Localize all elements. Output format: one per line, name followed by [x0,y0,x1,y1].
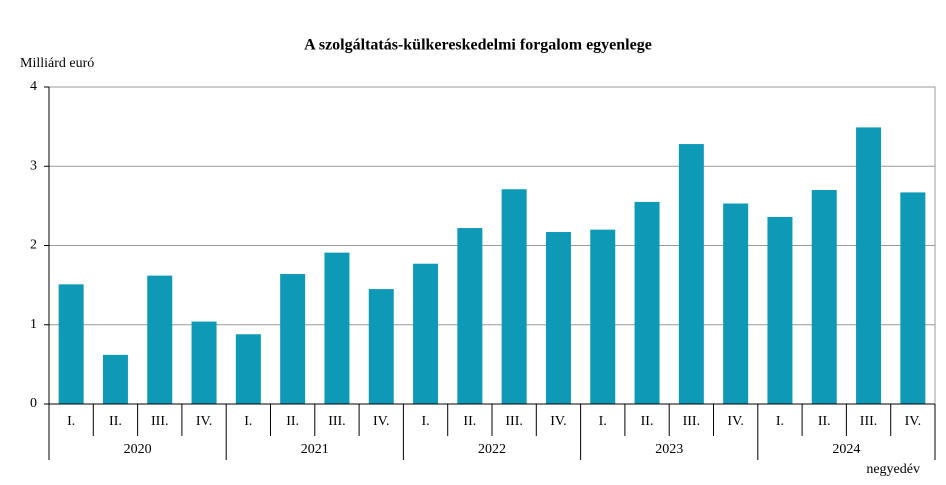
bar [413,263,439,404]
bar [900,192,926,404]
x-tick-label: I. [421,414,429,429]
bar [811,190,837,404]
group-label: 2024 [832,442,860,457]
bar [58,284,84,404]
x-tick-label: III. [328,414,346,429]
x-tick-label: IV. [196,414,212,429]
x-tick-label: II. [463,414,476,429]
bar [590,229,616,404]
bar [856,127,882,404]
bar [280,274,306,404]
x-tick-label: II. [109,414,122,429]
bar [723,203,749,404]
x-tick-label: III. [505,414,523,429]
x-tick-label: III. [683,414,701,429]
bar [191,321,217,404]
x-tick-label: I. [67,414,75,429]
bar [147,275,173,404]
y-tick-label: 1 [30,317,37,332]
x-axis-label: negyedév [866,462,920,477]
y-axis-label: Milliárd euró [20,56,94,71]
x-tick-label: IV. [727,414,743,429]
x-tick-label: III. [860,414,878,429]
x-tick-label: IV. [905,414,921,429]
chart-title: A szolgáltatás-külkereskedelmi forgalom … [304,37,652,54]
x-tick-label: I. [599,414,607,429]
x-tick-label: IV. [373,414,389,429]
x-tick-label: I. [244,414,252,429]
bar [457,228,483,404]
group-label: 2022 [478,442,506,457]
x-tick-label: II. [641,414,654,429]
y-tick-label: 0 [30,396,37,411]
x-tick-label: IV. [550,414,566,429]
group-label: 2023 [655,442,683,457]
bar [102,354,128,404]
bar [501,189,527,404]
bar [634,201,660,404]
x-tick-label: III. [151,414,169,429]
bar [545,232,571,404]
bar [324,252,350,404]
bar [368,289,394,404]
y-tick-label: 2 [30,238,37,253]
bar [678,144,704,404]
y-tick-label: 4 [30,79,37,94]
y-tick-label: 3 [30,158,37,173]
group-label: 2020 [124,442,152,457]
bar [235,334,261,404]
bar [767,216,793,404]
x-tick-label: II. [286,414,299,429]
x-tick-label: II. [818,414,831,429]
x-tick-label: I. [776,414,784,429]
group-label: 2021 [301,442,329,457]
